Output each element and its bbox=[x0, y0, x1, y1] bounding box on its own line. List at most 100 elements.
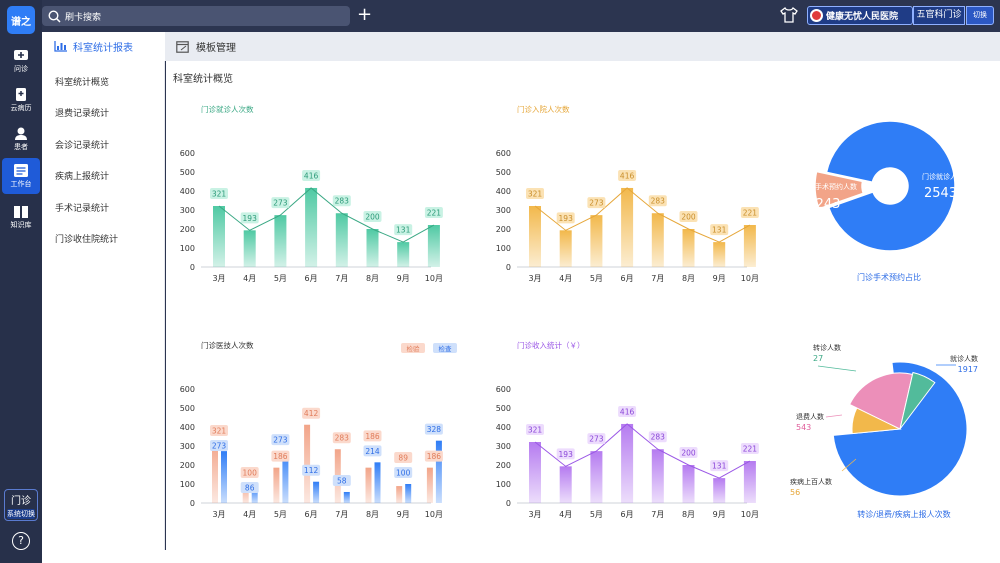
y-tick-label: 300 bbox=[180, 206, 195, 215]
uniform-icon[interactable] bbox=[780, 7, 798, 23]
y-tick-label: 200 bbox=[496, 225, 511, 234]
leader-line bbox=[825, 414, 843, 418]
chart-group: 门诊收入统计（￥） 0 100 200 300 400 500 600 3月 4月 5月 6月 7月 8月… bbox=[496, 340, 759, 519]
pie-title: 转诊/退费/疾病上报人次数 bbox=[857, 509, 950, 519]
sidebar-item-surgery[interactable]: 手术记录统计 bbox=[55, 204, 110, 214]
data-label: 283 bbox=[335, 434, 350, 443]
bar bbox=[590, 451, 603, 503]
sidebar-item-overview[interactable]: 科室统计概览 bbox=[55, 78, 110, 88]
data-label: 186 bbox=[427, 452, 442, 461]
patient-icon bbox=[15, 127, 27, 140]
pie-value: 56 bbox=[790, 488, 800, 497]
department-switch-button[interactable]: 切换 bbox=[966, 6, 994, 25]
data-label-box bbox=[394, 467, 413, 478]
x-tick-label: 7月 bbox=[651, 274, 664, 283]
data-label: 416 bbox=[304, 171, 319, 180]
data-label-box bbox=[424, 207, 443, 219]
data-label-box bbox=[210, 425, 228, 437]
app-logo[interactable]: 谱之 bbox=[7, 6, 35, 34]
tab-department-report[interactable]: 科室统计报表 bbox=[42, 32, 165, 61]
data-label: 321 bbox=[528, 190, 543, 199]
rail-item-label: 问诊 bbox=[14, 64, 28, 73]
sidebar-item-disease-report[interactable]: 疾病上报统计 bbox=[55, 172, 110, 182]
x-tick-label: 4月 bbox=[559, 510, 572, 519]
data-label-box bbox=[210, 440, 228, 452]
data-label-box bbox=[302, 407, 321, 419]
x-tick-label: 6月 bbox=[621, 510, 634, 519]
system-switch-button[interactable]: 门诊 系统切换 bbox=[4, 489, 38, 521]
x-tick-label: 10月 bbox=[425, 510, 443, 519]
x-tick-label: 8月 bbox=[366, 274, 379, 283]
series-line bbox=[218, 187, 435, 243]
bar bbox=[304, 424, 311, 503]
data-label-box bbox=[679, 211, 698, 222]
tab-label: 科室统计报表 bbox=[73, 43, 133, 54]
x-tick-label: 9月 bbox=[713, 274, 726, 283]
bar bbox=[213, 206, 225, 267]
pie-value: 243 bbox=[816, 197, 841, 212]
pie-title: 门诊手术预约占比 bbox=[857, 272, 921, 282]
data-label-box bbox=[679, 447, 698, 458]
data-label: 221 bbox=[427, 209, 442, 218]
x-tick-label: 7月 bbox=[335, 510, 348, 519]
rail-item-workbench[interactable]: 工作台 bbox=[2, 158, 40, 194]
bar bbox=[743, 225, 756, 267]
system-switch-caption: 系统切换 bbox=[7, 509, 35, 519]
rail-item-cloud-record[interactable]: 云病历 bbox=[2, 83, 40, 117]
data-label: 273 bbox=[212, 442, 227, 451]
y-tick-label: 400 bbox=[180, 187, 195, 196]
hospital-badge: 健康无忧人民医院 bbox=[807, 6, 913, 25]
data-label-box bbox=[394, 224, 413, 236]
data-label-box bbox=[424, 423, 443, 435]
bar bbox=[313, 481, 320, 503]
bar bbox=[397, 242, 410, 267]
tab-bar: 科室统计报表 模板管理 bbox=[42, 32, 1000, 61]
y-tick-label: 500 bbox=[496, 404, 511, 413]
pie-chart-group: 就诊人数 1917 疾病上百人数 56 退费人数 543 转诊人数 27 转诊/退费/疾病上报人… bbox=[790, 343, 978, 519]
data-label-box bbox=[618, 169, 637, 181]
bar-chart-icon bbox=[54, 41, 67, 52]
rail-item-patient[interactable]: 患者 bbox=[2, 122, 40, 156]
tab-template-management[interactable]: 模板管理 bbox=[176, 32, 236, 61]
rail-item-knowledge[interactable]: 知识库 bbox=[2, 200, 40, 234]
data-label: 100 bbox=[396, 469, 411, 478]
pie-label: 转诊人数 bbox=[813, 343, 841, 352]
rail-item-consult[interactable]: 问诊 bbox=[2, 44, 40, 78]
data-label-box bbox=[271, 197, 290, 209]
x-tick-label: 6月 bbox=[305, 274, 318, 283]
data-label: 112 bbox=[304, 466, 319, 475]
x-tick-label: 8月 bbox=[682, 510, 695, 519]
help-icon[interactable]: ? bbox=[12, 532, 30, 550]
pie-label: 退费人数 bbox=[796, 412, 824, 421]
add-button[interactable]: + bbox=[357, 4, 373, 25]
data-label: 221 bbox=[743, 209, 758, 218]
chat-plus-icon bbox=[14, 49, 28, 60]
y-tick-label: 100 bbox=[496, 244, 511, 253]
pie-label: 门诊就诊人数 bbox=[922, 172, 964, 181]
search-input[interactable]: 刷卡搜索 bbox=[42, 6, 350, 26]
x-tick-label: 3月 bbox=[212, 274, 225, 283]
data-label-box bbox=[648, 431, 667, 443]
y-tick-label: 100 bbox=[180, 480, 195, 489]
data-label-box bbox=[271, 450, 290, 462]
pie-slice bbox=[825, 120, 956, 252]
y-tick-label: 500 bbox=[180, 404, 195, 413]
data-label: 273 bbox=[589, 199, 604, 208]
sidebar-item-refund[interactable]: 退费记录统计 bbox=[55, 109, 110, 119]
bar bbox=[682, 465, 695, 503]
report-sidebar: 科室统计概览 退费记录统计 会诊记录统计 疾病上报统计 手术记录统计 门诊收住院… bbox=[42, 61, 165, 550]
rail-item-label: 云病历 bbox=[10, 103, 32, 112]
y-tick-label: 400 bbox=[496, 187, 511, 196]
data-label: 89 bbox=[398, 454, 408, 463]
sidebar-item-consultation[interactable]: 会诊记录统计 bbox=[55, 141, 110, 151]
sidebar-item-admission[interactable]: 门诊收住院统计 bbox=[55, 235, 119, 245]
data-label: 416 bbox=[620, 407, 635, 416]
chart-group: 门诊入院人次数 0 100 200 300 400 500 600 3月 4月 5月 6月 7月 8月 9月… bbox=[496, 104, 759, 283]
data-label-box bbox=[710, 224, 729, 236]
y-tick-label: 200 bbox=[496, 461, 511, 470]
bar bbox=[251, 486, 258, 503]
data-label: 200 bbox=[681, 213, 696, 222]
x-tick-label: 7月 bbox=[335, 274, 348, 283]
data-label: 321 bbox=[212, 190, 227, 199]
